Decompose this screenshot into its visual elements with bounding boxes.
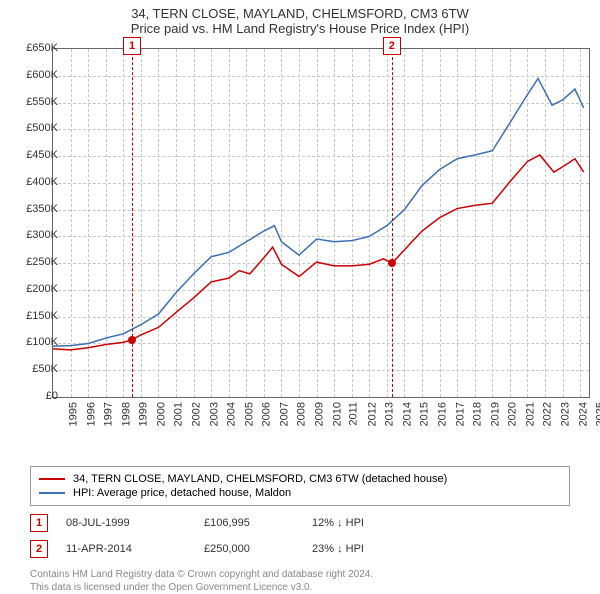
y-axis-label: £250K bbox=[8, 256, 58, 268]
y-axis-label: £150K bbox=[8, 310, 58, 322]
credit-line2: This data is licensed under the Open Gov… bbox=[30, 581, 570, 594]
sale-id-box: 2 bbox=[30, 540, 48, 558]
sale-price: £250,000 bbox=[204, 543, 294, 555]
x-axis-label: 2013 bbox=[384, 402, 396, 426]
x-axis-label: 2002 bbox=[191, 402, 203, 426]
x-axis-label: 2005 bbox=[243, 402, 255, 426]
x-axis-label: 2009 bbox=[314, 402, 326, 426]
sale-row: 1 08-JUL-1999 £106,995 12% ↓ HPI bbox=[30, 514, 570, 532]
x-axis-label: 1995 bbox=[67, 402, 79, 426]
sale-id-box: 1 bbox=[30, 514, 48, 532]
x-axis-label: 2025 bbox=[595, 402, 600, 426]
chart-container: 34, TERN CLOSE, MAYLAND, CHELMSFORD, CM3… bbox=[0, 0, 600, 458]
x-axis-label: 2007 bbox=[278, 402, 290, 426]
x-axis-label: 2016 bbox=[437, 402, 449, 426]
y-axis-label: £300K bbox=[8, 229, 58, 241]
legend-item: HPI: Average price, detached house, Mald… bbox=[39, 487, 561, 499]
y-axis-label: £350K bbox=[8, 203, 58, 215]
sale-diff: 12% ↓ HPI bbox=[312, 517, 412, 529]
sale-diff: 23% ↓ HPI bbox=[312, 543, 412, 555]
legend-label: 34, TERN CLOSE, MAYLAND, CHELMSFORD, CM3… bbox=[73, 473, 447, 485]
x-axis-label: 2012 bbox=[366, 402, 378, 426]
sale-marker-line bbox=[392, 37, 393, 397]
sale-marker-box: 2 bbox=[383, 37, 401, 55]
credit-line1: Contains HM Land Registry data © Crown c… bbox=[30, 568, 570, 581]
x-axis-label: 1996 bbox=[85, 402, 97, 426]
x-axis-label: 1998 bbox=[120, 402, 132, 426]
chart-svg bbox=[53, 49, 589, 397]
legend-label: HPI: Average price, detached house, Mald… bbox=[73, 487, 291, 499]
x-axis-label: 2006 bbox=[261, 402, 273, 426]
legend-item: 34, TERN CLOSE, MAYLAND, CHELMSFORD, CM3… bbox=[39, 473, 561, 485]
x-axis-label: 2019 bbox=[489, 402, 501, 426]
y-axis-label: £500K bbox=[8, 122, 58, 134]
credit-text: Contains HM Land Registry data © Crown c… bbox=[30, 568, 570, 594]
x-axis-label: 2010 bbox=[331, 402, 343, 426]
x-axis-label: 2021 bbox=[524, 402, 536, 426]
y-axis-label: £450K bbox=[8, 149, 58, 161]
x-axis-label: 2023 bbox=[560, 402, 572, 426]
x-axis-label: 2003 bbox=[208, 402, 220, 426]
x-axis-label: 2008 bbox=[296, 402, 308, 426]
y-axis-label: £50K bbox=[8, 363, 58, 375]
x-axis-label: 2004 bbox=[226, 402, 238, 426]
sale-price: £106,995 bbox=[204, 517, 294, 529]
y-axis-label: £650K bbox=[8, 42, 58, 54]
chart-title-line1: 34, TERN CLOSE, MAYLAND, CHELMSFORD, CM3… bbox=[0, 6, 600, 21]
y-axis-label: £200K bbox=[8, 283, 58, 295]
legend-box: 34, TERN CLOSE, MAYLAND, CHELMSFORD, CM3… bbox=[30, 466, 570, 506]
x-axis-label: 2022 bbox=[542, 402, 554, 426]
sale-row: 2 11-APR-2014 £250,000 23% ↓ HPI bbox=[30, 540, 570, 558]
legend-and-sales: 34, TERN CLOSE, MAYLAND, CHELMSFORD, CM3… bbox=[30, 466, 570, 594]
chart-title-block: 34, TERN CLOSE, MAYLAND, CHELMSFORD, CM3… bbox=[0, 0, 600, 36]
sale-dot bbox=[388, 259, 396, 267]
sale-date: 11-APR-2014 bbox=[66, 543, 186, 555]
x-axis-label: 2015 bbox=[419, 402, 431, 426]
y-axis-label: £400K bbox=[8, 176, 58, 188]
y-axis-label: £0 bbox=[8, 390, 58, 402]
x-axis-label: 2011 bbox=[348, 402, 360, 426]
legend-swatch-hpi bbox=[39, 492, 65, 494]
y-axis-label: £550K bbox=[8, 96, 58, 108]
x-axis-label: 2018 bbox=[472, 402, 484, 426]
sale-dot bbox=[128, 336, 136, 344]
x-axis-label: 2020 bbox=[507, 402, 519, 426]
x-axis-label: 1999 bbox=[138, 402, 150, 426]
x-axis-label: 2000 bbox=[155, 402, 167, 426]
y-axis-label: £600K bbox=[8, 69, 58, 81]
x-axis-label: 1997 bbox=[103, 402, 115, 426]
x-axis-label: 2014 bbox=[401, 402, 413, 426]
y-axis-label: £100K bbox=[8, 336, 58, 348]
sale-date: 08-JUL-1999 bbox=[66, 517, 186, 529]
x-axis-label: 2017 bbox=[454, 402, 466, 426]
legend-swatch-property bbox=[39, 478, 65, 480]
plot-area: 12 bbox=[52, 48, 590, 398]
sale-marker-box: 1 bbox=[123, 37, 141, 55]
x-axis-label: 2001 bbox=[173, 402, 185, 426]
chart-title-line2: Price paid vs. HM Land Registry's House … bbox=[0, 21, 600, 36]
x-axis-label: 2024 bbox=[577, 402, 589, 426]
